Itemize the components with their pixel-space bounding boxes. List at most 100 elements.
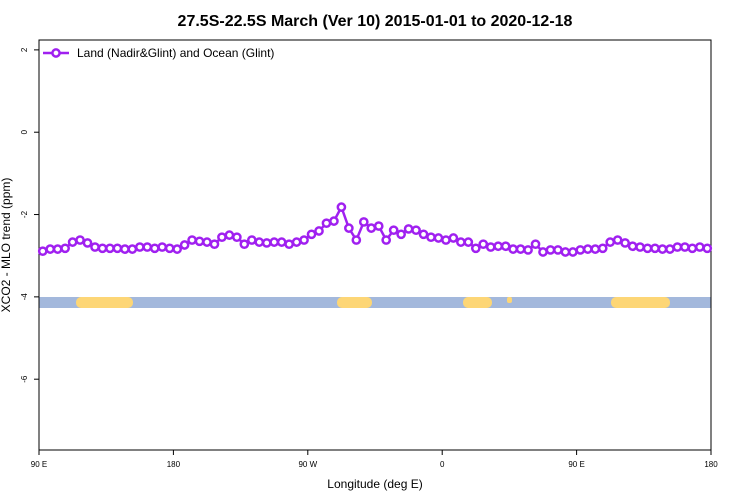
plot-frame [38, 39, 712, 451]
data-point [418, 229, 429, 240]
data-point [508, 244, 518, 254]
data-point [269, 237, 280, 247]
y-tick-label: 0 [20, 129, 29, 134]
data-point [456, 237, 466, 247]
data-point [187, 235, 197, 245]
data-point [291, 237, 302, 247]
data-point [164, 243, 175, 254]
data-point [560, 247, 571, 257]
y-tick-label: -4 [20, 293, 29, 301]
data-point [515, 244, 526, 254]
land-strip [76, 297, 133, 308]
data-point [493, 241, 504, 252]
data-point [149, 243, 160, 254]
data-point [336, 202, 347, 212]
data-point [702, 243, 713, 254]
data-point [530, 239, 541, 250]
data-point [276, 237, 287, 247]
data-point [209, 239, 220, 250]
data-point [694, 242, 705, 252]
data-point [45, 244, 56, 254]
data-point [627, 241, 638, 252]
data-point [105, 243, 115, 254]
data-point [665, 244, 675, 254]
x-axis-label: Longitude (deg E) [327, 477, 422, 491]
data-point [590, 244, 601, 254]
data-point [329, 216, 339, 226]
data-point [687, 243, 698, 254]
chart-title: 27.5S-22.5S March (Ver 10) 2015-01-01 to… [178, 13, 573, 30]
y-tick-label: -2 [20, 210, 29, 218]
data-point [202, 237, 212, 247]
data-point [366, 223, 377, 233]
data-point [650, 243, 660, 254]
data-point [500, 241, 511, 252]
data-point [635, 242, 645, 252]
data-point [344, 223, 354, 233]
data-point [246, 235, 257, 245]
data-point [538, 247, 548, 257]
data-point [217, 232, 227, 243]
data-point [172, 244, 182, 254]
data-point [403, 224, 414, 234]
data-point [157, 242, 168, 252]
data-point [553, 245, 563, 255]
land-strip [611, 297, 670, 308]
data-point [299, 235, 309, 245]
y-axis-label: XCO2 - MLO trend (ppm) [0, 178, 13, 313]
data-point [90, 242, 100, 252]
data-point [575, 245, 586, 255]
x-tick-label: 90 W [298, 460, 317, 469]
data-point [321, 218, 332, 229]
data-point [612, 235, 623, 245]
data-point [314, 226, 324, 236]
data-point [232, 232, 242, 243]
data-point [67, 237, 78, 247]
data-point [582, 244, 593, 254]
x-tick-label: 180 [167, 460, 181, 469]
data-point [358, 217, 369, 227]
data-point [478, 239, 489, 250]
data-point [620, 238, 630, 248]
data-point [597, 243, 608, 254]
ocean-strip [39, 297, 711, 308]
data-point [426, 232, 436, 243]
legend-label: Land (Nadir&Glint) and Ocean (Glint) [77, 46, 274, 60]
data-point [388, 225, 399, 236]
data-point [448, 233, 459, 243]
data-point [351, 235, 362, 245]
data-point [179, 240, 190, 250]
data-point [239, 239, 250, 250]
data-point [523, 245, 533, 255]
y-tick-label: 2 [20, 47, 29, 52]
data-point [433, 233, 444, 243]
data-point [82, 238, 93, 248]
data-point [396, 229, 406, 240]
data-point [224, 230, 235, 240]
data-point [441, 235, 451, 245]
data-point [134, 242, 145, 252]
data-point [75, 235, 85, 245]
x-tick-label: 180 [704, 460, 718, 469]
data-point [254, 237, 265, 247]
data-point [545, 245, 556, 255]
data-point [463, 237, 474, 247]
data-point [112, 243, 123, 254]
land-mask [39, 297, 711, 308]
data-point [194, 236, 205, 247]
y-tick-label: -6 [20, 375, 29, 383]
data-point [52, 244, 63, 254]
data-point [672, 242, 683, 252]
data-point [381, 235, 392, 245]
data-point [284, 239, 294, 250]
data-point [261, 238, 272, 248]
data-point [470, 243, 481, 254]
legend-marker [51, 48, 61, 58]
data-point [680, 242, 690, 252]
data-point [657, 244, 668, 254]
data-point [127, 244, 138, 254]
data-point [605, 237, 616, 247]
data-point [142, 242, 153, 252]
data-point [120, 244, 130, 254]
